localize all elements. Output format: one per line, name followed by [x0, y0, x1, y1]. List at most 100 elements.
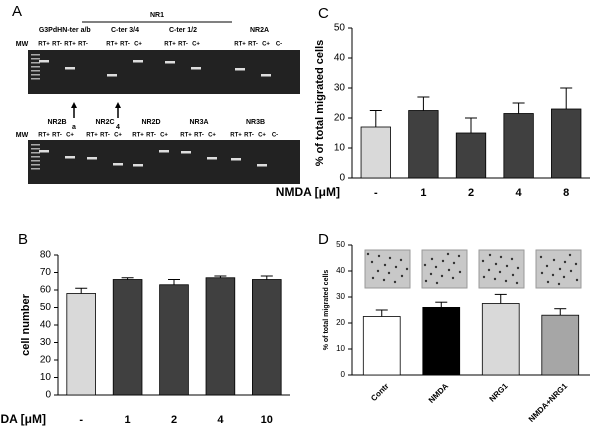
- ladder-band: [31, 74, 40, 76]
- cell-dot: [563, 260, 567, 264]
- cell-dot: [371, 276, 375, 280]
- y-tick-label: 0: [341, 370, 346, 379]
- lane-label: C+: [262, 42, 270, 48]
- lane-label: C+: [192, 42, 200, 48]
- band: [257, 164, 267, 167]
- cell-dot: [511, 273, 515, 277]
- y-tick-label: 50: [334, 23, 346, 34]
- bar: [455, 132, 487, 179]
- panel-label: A: [12, 3, 22, 20]
- cell-dot: [451, 276, 455, 280]
- gel-header: NR3B: [246, 119, 265, 126]
- lane-label: RT+: [106, 42, 118, 48]
- bar: [503, 113, 534, 179]
- y-tick-label: 30: [334, 83, 346, 94]
- lane-label: RT-: [146, 133, 156, 139]
- cell-dot: [387, 271, 391, 275]
- cell-dot: [405, 267, 409, 271]
- y-axis-label: cell number: [20, 293, 32, 355]
- cell-dot: [569, 269, 573, 273]
- ladder-label: MW: [16, 41, 29, 48]
- gel-image: [28, 50, 300, 94]
- micrograph: [421, 249, 468, 289]
- y-tick-label: 30: [336, 292, 345, 301]
- band: [231, 158, 241, 161]
- band: [39, 150, 49, 153]
- x-tick-label: -: [374, 187, 378, 199]
- cell-dot: [551, 273, 555, 277]
- y-tick-label: 20: [334, 113, 346, 124]
- bar: [205, 277, 236, 396]
- ladder-band: [31, 78, 40, 80]
- y-tick-label: 20: [336, 318, 345, 327]
- band: [39, 60, 49, 63]
- cell-dot: [482, 275, 486, 279]
- band: [65, 67, 75, 70]
- band: [133, 60, 143, 63]
- bar: [159, 284, 189, 396]
- bar: [408, 110, 439, 179]
- lane-label: RT-: [78, 42, 88, 48]
- bar: [252, 279, 282, 396]
- gel-image: [28, 140, 300, 184]
- y-tick-label: 0: [45, 390, 51, 401]
- cell-dot: [488, 253, 492, 257]
- y-tick-label: 20: [40, 355, 52, 366]
- cell-dot: [383, 263, 387, 267]
- lane-label: RT+: [86, 133, 98, 139]
- bar: [360, 126, 391, 179]
- x-tick-label: Contr: [369, 382, 390, 403]
- cell-dot: [457, 254, 461, 258]
- cell-dot: [539, 255, 543, 259]
- gel-header: C-ter 3/4: [111, 27, 139, 34]
- cell-dot: [424, 279, 428, 283]
- band: [65, 156, 75, 159]
- cell-dot: [493, 277, 497, 281]
- gel-header: NR3A: [189, 119, 208, 126]
- cell-dot: [504, 279, 508, 283]
- lane-label: C+: [66, 133, 74, 139]
- gel-header: NR2C: [95, 119, 114, 126]
- y-axis-label: % of total migrated cells: [314, 40, 326, 167]
- lane-label: RT+: [164, 42, 176, 48]
- cell-dot: [568, 253, 572, 257]
- y-tick-label: 40: [334, 53, 346, 64]
- cell-dot: [545, 264, 549, 268]
- cell-dot: [366, 252, 370, 256]
- lane-label: RT+: [38, 133, 50, 139]
- gel-header: C-ter 1/2: [169, 27, 197, 34]
- ladder-band: [31, 66, 40, 68]
- cell-dot: [434, 265, 438, 269]
- cell-dot: [558, 267, 562, 271]
- bar: [362, 316, 401, 376]
- y-tick-label: 10: [336, 344, 345, 353]
- x-tick-label: 10: [261, 414, 273, 426]
- bar: [66, 293, 96, 396]
- x-tick-label: 4: [217, 414, 224, 426]
- arrow-head: [115, 102, 121, 108]
- y-tick-label: 50: [336, 240, 345, 249]
- gel-header: NR2A: [250, 27, 269, 34]
- super-header: NR1: [150, 12, 164, 19]
- lane-label: C-: [276, 42, 282, 48]
- cell-dot: [423, 263, 427, 267]
- band: [261, 74, 271, 77]
- micrograph: [535, 249, 582, 289]
- y-tick-label: 10: [40, 372, 52, 383]
- band: [113, 163, 123, 166]
- ladder-band: [31, 70, 40, 72]
- bar: [551, 108, 582, 179]
- cell-dot: [377, 254, 381, 258]
- panel-label: D: [318, 231, 329, 248]
- cell-dot: [487, 268, 491, 272]
- gel-header: N-ter a/b: [62, 27, 90, 34]
- lane-label: RT-: [194, 133, 204, 139]
- bar: [112, 279, 143, 396]
- cell-dot: [393, 280, 397, 284]
- x-axis-label: NMDA [μM]: [0, 412, 46, 426]
- lane-label: RT+: [234, 42, 246, 48]
- gel-header: NR2D: [141, 119, 160, 126]
- cell-dot: [446, 252, 450, 256]
- x-tick-label: 8: [563, 187, 569, 199]
- lane-label: RT+: [38, 42, 50, 48]
